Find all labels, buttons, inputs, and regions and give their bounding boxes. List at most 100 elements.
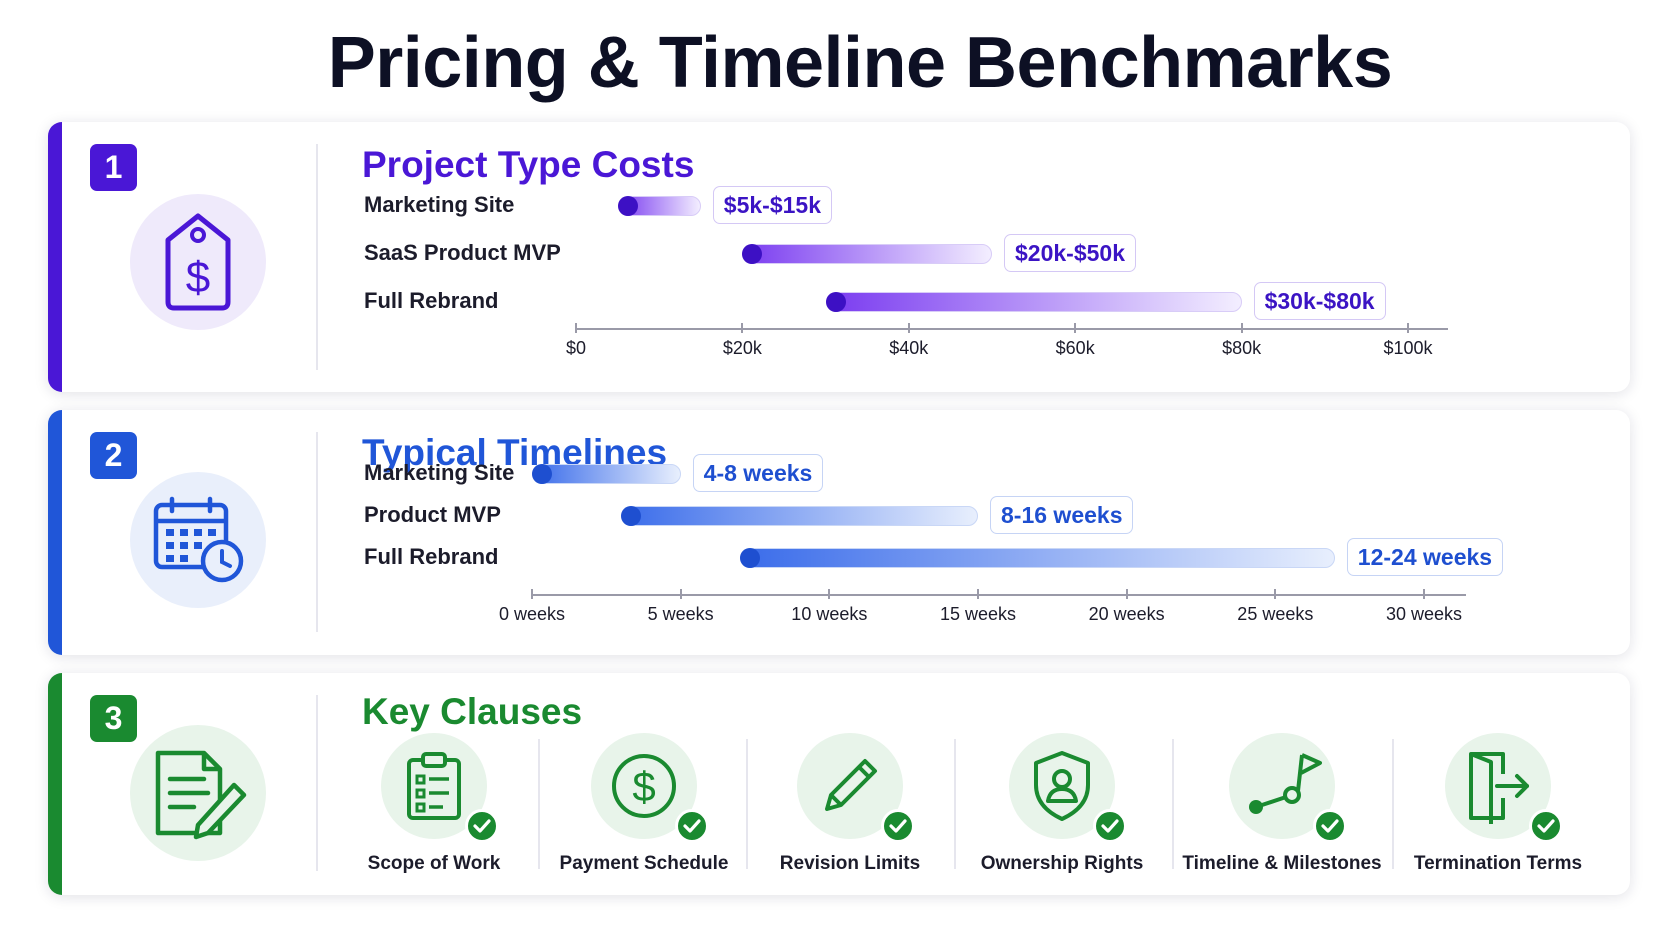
clause-item: Timeline & Milestones (1182, 733, 1382, 875)
panel-number-badge: 1 (90, 144, 137, 191)
range-bar (742, 244, 992, 264)
clause-separator (746, 739, 748, 869)
dollar-coin-icon: $ (612, 754, 676, 818)
calendar-clock-icon (153, 496, 244, 583)
clause-label: Payment Schedule (559, 853, 729, 874)
x-axis-tick (679, 589, 682, 599)
milestone-flag-icon (1249, 753, 1322, 814)
x-axis-tick (1274, 589, 1277, 599)
range-value-label: 12-24 weeks (1346, 538, 1504, 576)
check-icon (881, 809, 915, 843)
x-axis-tick (907, 323, 910, 333)
x-tick-label: 25 weeks (1237, 604, 1314, 624)
icon-circle: $ (130, 194, 266, 330)
x-tick-label: 10 weeks (791, 604, 868, 624)
x-tick-label: $100k (1383, 338, 1433, 358)
x-axis-tick (1407, 323, 1409, 333)
x-tick-label: $20k (722, 338, 762, 358)
page-title: Pricing & Timeline Benchmarks (327, 23, 1393, 103)
icon-circle (130, 725, 266, 861)
x-axis-tick (1240, 323, 1243, 333)
svg-text:$: $ (186, 253, 210, 302)
range-start-dot (740, 548, 761, 568)
range-start-dot (532, 464, 552, 484)
x-tick-label: 5 weeks (647, 604, 714, 624)
x-axis-tick (977, 589, 979, 599)
range-value-label: 8-16 weeks (990, 496, 1134, 534)
x-tick-label: $0 (565, 338, 587, 358)
check-icon (675, 809, 709, 843)
range-bar (740, 548, 1335, 568)
clause-label: Timeline & Milestones (1182, 853, 1382, 874)
range-bar (825, 292, 1242, 312)
row-label: SaaS Product MVP (364, 240, 561, 265)
clause-label: Ownership Rights (980, 853, 1144, 874)
range-value-label: $5k-$15k (712, 186, 832, 224)
x-axis-tick (1423, 589, 1425, 599)
exit-door-icon (1469, 752, 1529, 824)
clause-item: Termination Terms (1398, 733, 1598, 875)
range-value-label: $20k-$50k (1004, 234, 1136, 272)
range-value-label: $30k-$80k (1253, 282, 1386, 320)
x-tick-label: 20 weeks (1088, 604, 1165, 624)
clause-separator (954, 739, 956, 869)
price-tag-dollar-icon: $ (165, 213, 231, 311)
panel-number-badge: 2 (90, 432, 137, 479)
clause-item: Ownership Rights (962, 733, 1162, 875)
range-bar (621, 506, 978, 526)
clause-separator (1392, 739, 1394, 869)
section-title: Project Type Costs (362, 144, 695, 185)
panel-timelines: 2 Typical Timelines Marketing Site 4-8 we… (48, 410, 1630, 655)
range-start-dot (825, 292, 846, 312)
row-label: Marketing Site (364, 460, 515, 485)
panel-project-costs: 1 $ Project Type Costs Marketing Site $5k… (48, 122, 1630, 392)
pencil-icon (825, 759, 877, 811)
x-axis-tick (828, 589, 831, 599)
x-tick-label: $80k (1222, 338, 1262, 358)
row-label: Product MVP (364, 502, 501, 527)
range-start-dot (621, 506, 642, 526)
check-icon (465, 809, 499, 843)
x-axis-line (576, 328, 1448, 330)
check-icon (1313, 809, 1347, 843)
panel-divider (316, 432, 318, 632)
range-start-dot (742, 244, 763, 264)
x-axis-tick (575, 323, 577, 333)
x-axis-tick (1074, 323, 1077, 333)
check-icon (1529, 809, 1563, 843)
x-tick-label: 30 weeks (1385, 604, 1463, 624)
range-start-dot (617, 196, 638, 216)
x-axis-tick (531, 589, 533, 599)
row-label: Full Rebrand (364, 544, 499, 569)
section-title: Key Clauses (362, 691, 583, 732)
panel-number-badge: 3 (90, 695, 137, 742)
panel-stripe (48, 410, 62, 655)
row-label: Marketing Site (364, 192, 515, 217)
document-pen-icon (155, 750, 247, 840)
panel-divider (316, 144, 318, 370)
x-axis-line (532, 594, 1466, 596)
x-tick-label: 15 weeks (939, 604, 1017, 624)
check-icon (1093, 809, 1127, 843)
clause-item: Revision Limits (750, 733, 950, 875)
x-tick-label: 0 weeks (498, 604, 566, 624)
svg-text:$: $ (632, 763, 655, 810)
x-axis-tick (1125, 589, 1128, 599)
panel-stripe (48, 122, 62, 392)
panel-divider (316, 695, 318, 871)
x-tick-label: $40k (889, 338, 929, 358)
clause-separator (538, 739, 540, 869)
clause-item: Scope of Work (334, 733, 534, 875)
shield-user-icon (1034, 751, 1090, 821)
clipboard-checklist-icon (407, 752, 461, 820)
icon-circle (130, 472, 266, 608)
panel-stripe (48, 673, 62, 895)
clause-label: Termination Terms (1413, 853, 1583, 874)
clause-label: Revision Limits (779, 853, 921, 874)
row-label: Full Rebrand (364, 288, 499, 313)
clause-label: Scope of Work (367, 853, 501, 874)
clause-item: $ Payment Schedule (544, 733, 744, 875)
x-axis-tick (741, 323, 744, 333)
panel-key-clauses: 3 Key Clauses (48, 673, 1630, 895)
range-value-label: 4-8 weeks (692, 454, 824, 492)
